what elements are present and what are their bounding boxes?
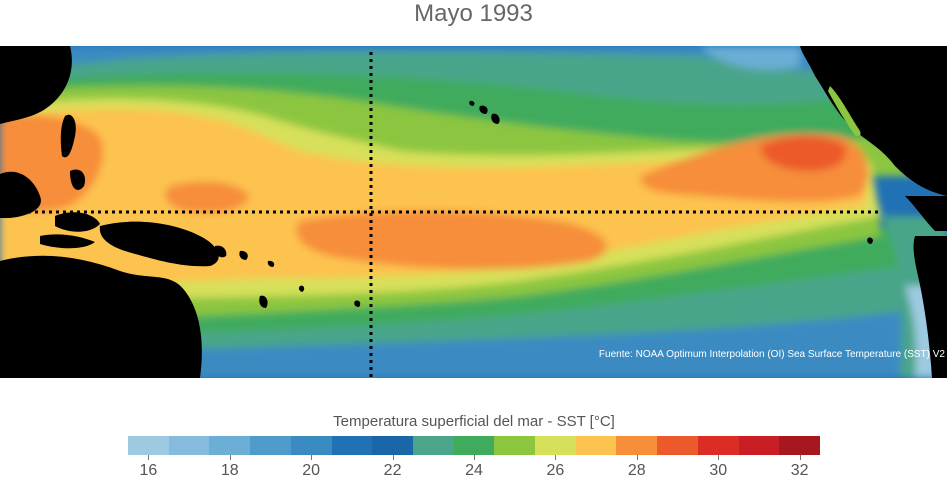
colorbar-tick bbox=[311, 455, 313, 460]
colorbar-tick bbox=[636, 455, 638, 460]
colorbar-swatch bbox=[738, 436, 780, 455]
colorbar-swatch bbox=[575, 436, 617, 455]
colorbar-tick bbox=[555, 455, 557, 460]
map-title: Mayo 1993 bbox=[414, 0, 533, 27]
colorbar-swatch bbox=[494, 436, 536, 455]
colorbar-tick bbox=[392, 455, 394, 460]
colorbar-swatch bbox=[250, 436, 291, 455]
colorbar-tick-label: 18 bbox=[220, 462, 239, 479]
colorbar-tick bbox=[799, 455, 801, 460]
colorbar-swatch bbox=[535, 436, 576, 455]
colorbar-swatch bbox=[290, 436, 332, 455]
source-credit: Fuente: NOAA Optimum Interpolation (OI) … bbox=[598, 349, 945, 360]
sst-map bbox=[0, 46, 947, 378]
colorbar-swatch bbox=[412, 436, 454, 455]
colorbar-swatch bbox=[453, 436, 495, 455]
colorbar-tick-labels: 16 18 20 22 24 26 28 30 32 bbox=[128, 462, 820, 480]
colorbar-tick-label: 32 bbox=[790, 462, 809, 479]
colorbar-tick-label: 22 bbox=[383, 462, 402, 479]
land-masses bbox=[0, 46, 947, 378]
colorbar-swatch bbox=[128, 436, 169, 455]
colorbar-tick-label: 30 bbox=[709, 462, 728, 479]
colorbar-tick-label: 16 bbox=[139, 462, 158, 479]
colorbar-tick-label: 26 bbox=[546, 462, 565, 479]
colorbar-tick-label: 24 bbox=[465, 462, 483, 479]
colorbar-swatch bbox=[372, 436, 413, 455]
colorbar-tick-label: 28 bbox=[627, 462, 646, 479]
colorbar-swatch bbox=[331, 436, 373, 455]
colorbar bbox=[128, 436, 820, 455]
colorbar-ticks bbox=[128, 455, 820, 461]
colorbar-swatch bbox=[168, 436, 210, 455]
colorbar-swatch bbox=[697, 436, 739, 455]
colorbar-tick-label: 20 bbox=[302, 462, 321, 479]
colorbar-swatch bbox=[616, 436, 658, 455]
colorbar-tick bbox=[474, 455, 475, 460]
colorbar-swatch bbox=[657, 436, 698, 455]
colorbar-tick bbox=[148, 455, 150, 460]
colorbar-tick bbox=[229, 455, 231, 460]
colorbar-swatch bbox=[779, 436, 820, 455]
colorbar-title: Temperatura superficial del mar - SST [°… bbox=[333, 413, 615, 430]
gulf-of-california bbox=[828, 86, 861, 137]
colorbar-swatch bbox=[209, 436, 251, 455]
sst-map-svg bbox=[0, 46, 947, 378]
colorbar-tick bbox=[718, 455, 720, 460]
